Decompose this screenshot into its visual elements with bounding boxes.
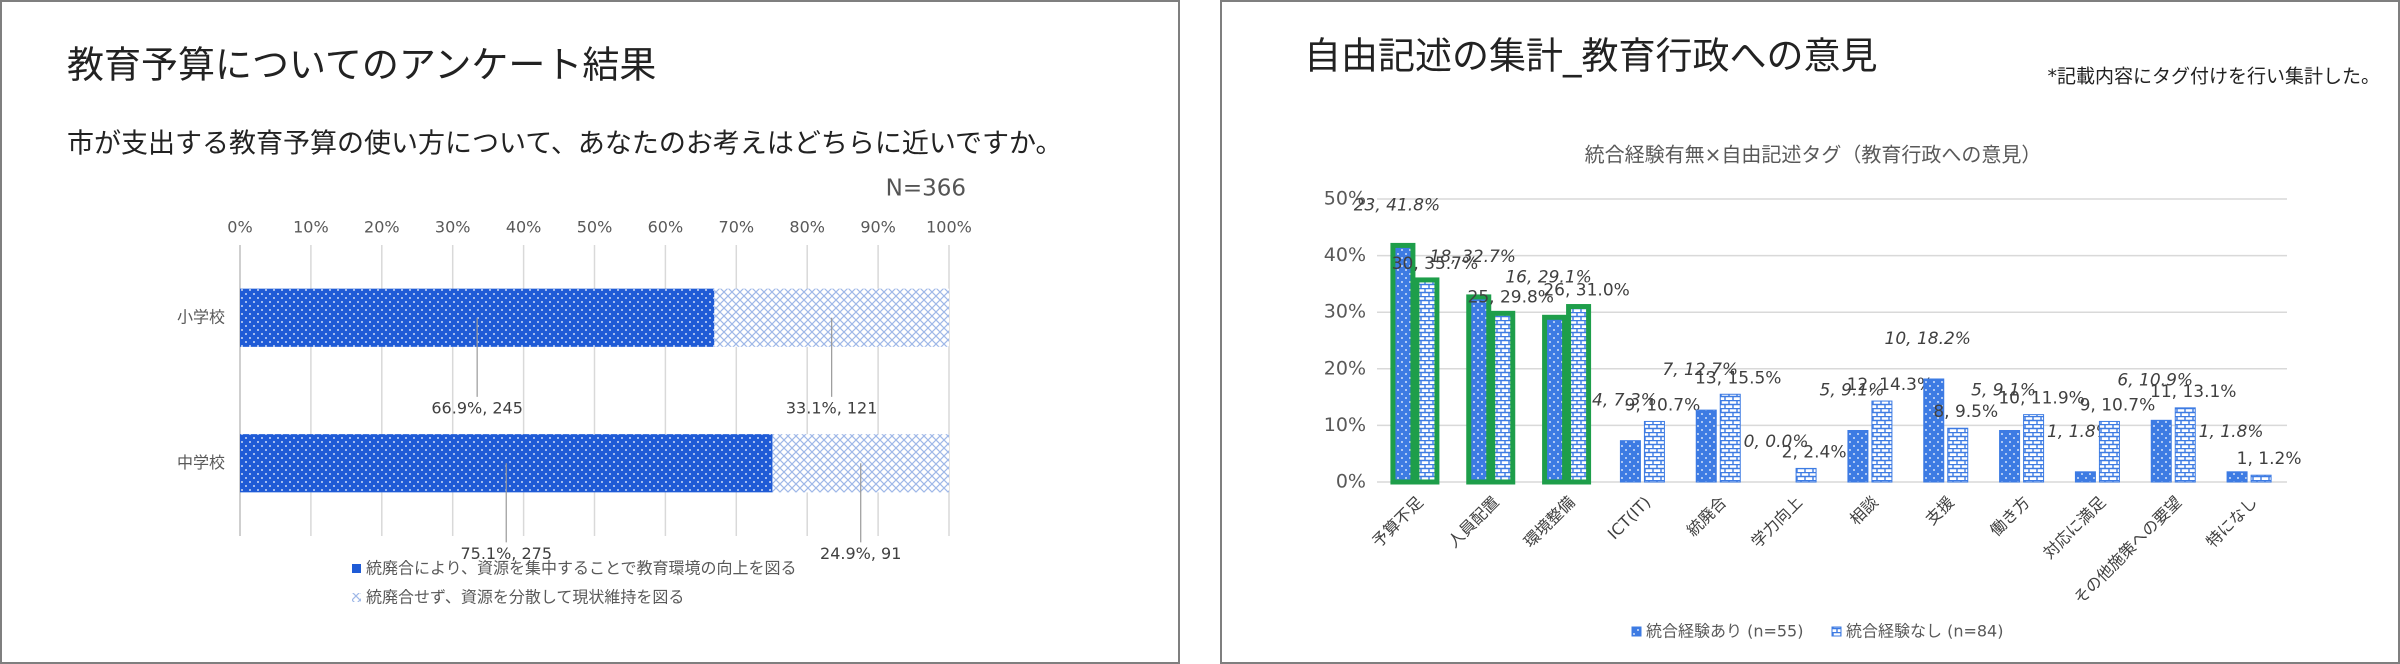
data-label: 30, 35.7% xyxy=(1392,254,1478,274)
y-tick-label: 50% xyxy=(1324,188,1366,210)
bar xyxy=(2098,420,2120,483)
data-label: 0, 0.0% xyxy=(1744,432,1809,452)
bar xyxy=(1490,310,1516,485)
legend-marker xyxy=(352,593,361,602)
data-label: 75.1%, 275 xyxy=(460,544,552,563)
bar xyxy=(1795,467,1817,483)
y-tick-label: 10% xyxy=(1324,414,1366,436)
data-label: 2, 2.4% xyxy=(1782,442,1847,462)
data-label: 10, 18.2% xyxy=(1885,329,1971,349)
data-label: 1, 1.8% xyxy=(2199,422,2264,442)
data-label: 16, 29.1% xyxy=(1505,267,1591,287)
bar xyxy=(2250,474,2272,483)
chart-title: 統合経験有無×自由記述タグ（教育行政への意見） xyxy=(1585,143,2042,167)
x-tick-label: 50% xyxy=(577,218,613,237)
legend-marker xyxy=(1831,626,1842,637)
y-tick-label: 20% xyxy=(1324,357,1366,379)
bar xyxy=(1566,304,1592,485)
x-tick-label: 0% xyxy=(227,218,252,237)
x-tick-label: 90% xyxy=(860,218,896,237)
bar xyxy=(2174,407,2196,483)
legend-label: 統廃合により、資源を集中することで教育環境の向上を図る xyxy=(366,559,797,578)
data-label: 1, 1.8% xyxy=(2047,422,2112,442)
bar xyxy=(1695,409,1717,483)
y-tick-label: 40% xyxy=(1324,244,1366,266)
legend-label: 統合経験あり (n=55) xyxy=(1646,622,1803,641)
bar xyxy=(2226,471,2248,483)
y-tick-label: 小学校 xyxy=(177,307,225,326)
bar xyxy=(1999,429,2021,483)
data-label: 7, 12.7% xyxy=(1662,360,1738,380)
data-label: 9, 10.7% xyxy=(2080,395,2156,415)
x-tick-label: 60% xyxy=(648,218,684,237)
y-tick-label: 中学校 xyxy=(177,453,225,472)
bar xyxy=(1719,393,1741,483)
data-label: 5, 9.1% xyxy=(1820,380,1885,400)
bar xyxy=(1390,242,1416,485)
bar xyxy=(2023,414,2045,483)
y-tick-label: 0% xyxy=(1336,471,1366,493)
data-label: 8, 9.5% xyxy=(1933,402,1998,422)
data-label: 23, 41.8% xyxy=(1354,195,1440,215)
data-label: 12, 14.3% xyxy=(1847,375,1933,395)
x-tick-label: 10% xyxy=(293,218,329,237)
data-label: 13, 15.5% xyxy=(1695,368,1781,388)
data-label: 4, 7.3% xyxy=(1592,391,1657,411)
data-label: 11, 13.1% xyxy=(2150,382,2236,402)
bar xyxy=(1466,294,1492,485)
bar xyxy=(1923,378,1945,483)
bar xyxy=(1619,440,1641,483)
x-tick-label: 30% xyxy=(435,218,471,237)
data-label: 10, 11.9% xyxy=(1998,389,2084,409)
bar xyxy=(1847,429,1869,483)
bar xyxy=(2074,471,2096,483)
bar xyxy=(1947,427,1969,483)
data-label: 5, 9.1% xyxy=(1971,380,2036,400)
bar xyxy=(1871,400,1893,483)
data-label: 18, 32.7% xyxy=(1430,247,1516,267)
data-label: 66.9%, 245 xyxy=(431,398,523,417)
question: 市が支出する教育予算の使い方について、あなたのお考えはどちらに近いですか。 xyxy=(67,129,1063,160)
data-label: 24.9%, 91 xyxy=(820,544,901,563)
bar xyxy=(2150,419,2172,483)
legend-label: 統廃合せず、資源を分散して現状維持を図る xyxy=(366,588,684,607)
x-tick-label: 40% xyxy=(506,218,542,237)
note: *記載内容にタグ付けを行い集計した。 xyxy=(2047,66,2380,88)
legend-marker xyxy=(1631,626,1642,637)
data-label: 1, 1.2% xyxy=(2237,449,2302,469)
x-tick-label: 80% xyxy=(789,218,825,237)
x-tick-label: 20% xyxy=(364,218,400,237)
legend-label: 統合経験なし (n=84) xyxy=(1846,622,2003,641)
sample-size: N=366 xyxy=(886,176,966,202)
data-label: 26, 31.0% xyxy=(1543,281,1629,301)
legend-marker xyxy=(352,564,361,573)
data-label: 9, 10.7% xyxy=(1625,395,1701,415)
bar xyxy=(1542,314,1568,485)
data-label: 25, 29.8% xyxy=(1468,287,1554,307)
bar xyxy=(1414,277,1440,485)
x-tick-label: 70% xyxy=(719,218,755,237)
data-label: 6, 10.9% xyxy=(2117,370,2193,390)
slide-title: 自由記述の集計_教育行政への意見 xyxy=(1304,35,1878,78)
y-tick-label: 30% xyxy=(1324,301,1366,323)
data-label: 33.1%, 121 xyxy=(786,398,878,417)
slide-title: 教育予算についてのアンケート結果 xyxy=(67,44,656,87)
bar xyxy=(1643,420,1665,483)
x-tick-label: 100% xyxy=(926,218,972,237)
